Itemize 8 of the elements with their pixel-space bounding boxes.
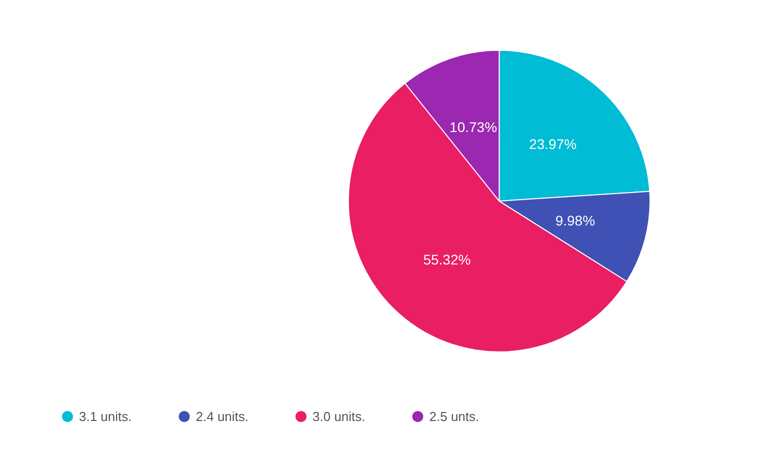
legend-label: 2.5 unts. [429,409,480,424]
legend-label: 2.4 units. [196,409,249,424]
data-label: 23.97% [529,136,577,152]
data-label: 55.32% [423,252,471,268]
legend-label: 3.1 units. [79,409,132,424]
data-label: 9.98% [555,212,596,228]
data-label: 10.73% [450,119,498,136]
legend-label: 3.0 units. [312,409,366,424]
